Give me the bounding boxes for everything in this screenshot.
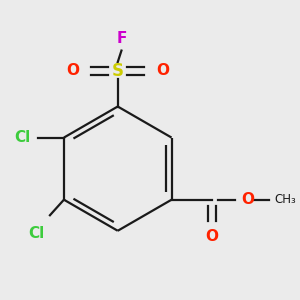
Text: O: O	[156, 63, 169, 78]
Text: O: O	[206, 230, 218, 244]
Text: CH₃: CH₃	[274, 193, 296, 206]
Text: S: S	[112, 62, 124, 80]
Text: Cl: Cl	[14, 130, 30, 145]
Text: Cl: Cl	[28, 226, 44, 242]
Text: O: O	[66, 63, 79, 78]
Text: O: O	[241, 192, 254, 207]
Text: F: F	[116, 31, 127, 46]
